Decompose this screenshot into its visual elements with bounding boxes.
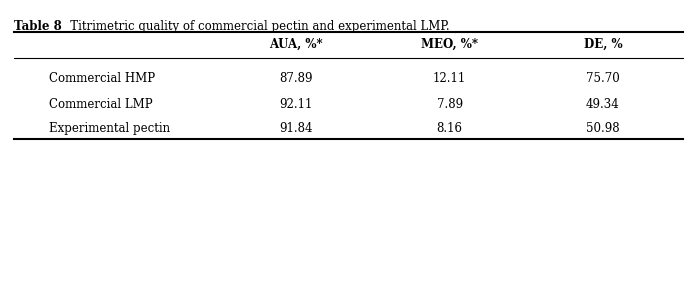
Text: 87.89: 87.89 <box>279 72 313 84</box>
Text: Commercial LMP: Commercial LMP <box>49 98 153 110</box>
Text: DE, %: DE, % <box>583 38 622 51</box>
Text: Table 8: Table 8 <box>14 20 62 33</box>
Text: 7.89: 7.89 <box>436 98 463 110</box>
Text: Titrimetric quality of commercial pectin and experimental LMP.: Titrimetric quality of commercial pectin… <box>59 20 450 33</box>
Text: 75.70: 75.70 <box>586 72 620 84</box>
Text: 12.11: 12.11 <box>433 72 466 84</box>
Text: 8.16: 8.16 <box>436 122 463 135</box>
Text: Experimental pectin: Experimental pectin <box>49 122 170 135</box>
Text: 92.11: 92.11 <box>279 98 313 110</box>
Text: 91.84: 91.84 <box>279 122 313 135</box>
Text: 50.98: 50.98 <box>586 122 620 135</box>
Text: AUA, %*: AUA, %* <box>270 38 323 51</box>
Text: MEO, %*: MEO, %* <box>421 38 478 51</box>
Text: Commercial HMP: Commercial HMP <box>49 72 155 84</box>
Text: 49.34: 49.34 <box>586 98 620 110</box>
